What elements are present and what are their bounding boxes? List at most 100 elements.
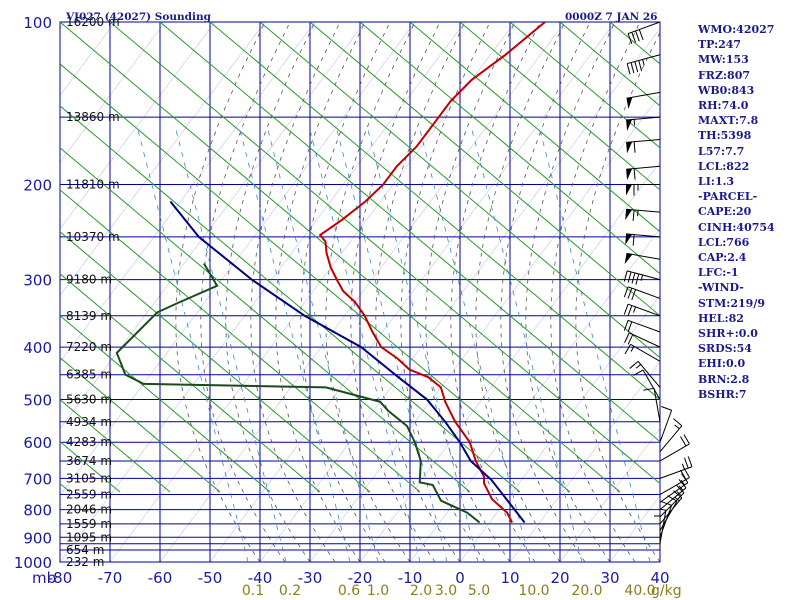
mixing-ratio-line	[137, 129, 249, 562]
wind-barb	[643, 387, 661, 422]
dry-adiabat	[60, 147, 471, 493]
wind-barb-staff	[653, 388, 661, 422]
wind-barb-pennant	[626, 119, 633, 132]
vertical-grid	[59, 22, 661, 562]
wind-barb-staff	[659, 443, 690, 462]
moist-adiabat	[400, 22, 491, 562]
wind-barb-feather	[643, 387, 655, 391]
sounding-index: SHR+:0.0	[698, 327, 758, 341]
wind-barb-feather	[631, 32, 637, 43]
temperature-tick-label: -70	[98, 569, 123, 587]
wind-barb-feather	[675, 484, 685, 494]
wind-barb-half-feather	[642, 59, 645, 66]
wind-barb-staff	[627, 319, 661, 333]
height-label: 654 m	[66, 543, 104, 557]
moist-adiabat	[525, 22, 616, 562]
height-label: 4283 m	[66, 435, 112, 449]
moist-adiabat	[175, 22, 266, 562]
height-label: 4934 m	[66, 415, 112, 429]
mixing-ratio-tick-label: 40.0	[624, 583, 655, 599]
isotherm	[559, 428, 660, 562]
sounding-index: RH:74.0	[698, 99, 749, 113]
dry-adiabat	[60, 273, 321, 493]
wind-barb-staff	[659, 510, 667, 544]
wind-barb-half-feather	[633, 119, 636, 126]
wind-barb	[624, 252, 661, 265]
wind-barb	[629, 360, 661, 388]
wind-barb-feather	[633, 168, 636, 180]
wind-barb	[624, 343, 661, 362]
dry-adiabat	[60, 315, 271, 493]
mixing-ratio-tick-label: 0.6	[338, 583, 360, 599]
mixing-ratio-lines	[137, 129, 651, 562]
wind-barb-feather	[673, 490, 683, 499]
mixing-ratio-line	[419, 129, 531, 562]
wind-barb-feather	[680, 436, 687, 447]
wind-barb	[624, 332, 661, 348]
wind-barb-staff	[637, 361, 661, 388]
moist-adiabats	[175, 22, 660, 562]
wind-barb-feather	[627, 33, 633, 45]
height-label: 6385 m	[66, 368, 112, 382]
isotherm	[109, 22, 516, 562]
wind-barb-half-feather	[678, 485, 684, 491]
wind-barb-feather	[624, 332, 630, 343]
temperature-tick-label: 40	[650, 569, 669, 587]
wind-barb-pennant	[626, 97, 633, 110]
wind-barb-staff	[630, 343, 661, 362]
wind-barb-staff	[659, 425, 683, 453]
wind-barb-feather	[626, 63, 631, 75]
wind-barb-pennant	[626, 141, 633, 154]
sounding-index: MAXT:7.8	[698, 114, 759, 128]
wind-barb-feather	[638, 29, 644, 41]
moist-adiabat	[300, 22, 391, 562]
isotherm	[60, 22, 366, 430]
sounding-index: LCL:766	[698, 235, 750, 249]
wind-barb-feather	[635, 30, 640, 42]
wind-barb-half-feather	[680, 479, 685, 486]
isotherm	[159, 22, 566, 562]
wind-barb-pennant	[626, 168, 633, 181]
wind-barb-feather	[627, 287, 633, 299]
moist-adiabat	[375, 22, 466, 562]
mixing-ratio-line	[175, 129, 287, 562]
moist-adiabat	[550, 22, 641, 562]
sounding-index: FRZ:807	[698, 68, 751, 82]
wind-barb	[626, 184, 660, 196]
sounding-index: BSHR:7	[698, 387, 747, 401]
wind-barb-feather	[632, 234, 635, 246]
wind-barb-feather	[687, 456, 693, 467]
sounding-index: BRN:2.8	[698, 372, 750, 386]
wind-barb-feather	[633, 369, 644, 376]
temperature-tick-label: -30	[298, 569, 323, 587]
height-label: 1559 m	[66, 517, 112, 531]
wind-barb-feather	[681, 473, 689, 484]
wind-barb	[659, 508, 667, 544]
temperature-tick-label: -60	[148, 569, 173, 587]
wind-barb	[626, 91, 661, 110]
sounding-index: EHI:0.0	[698, 357, 746, 371]
sounding-index: CAP:2.4	[698, 251, 747, 265]
height-label: 2559 m	[66, 488, 112, 502]
sounding-index: SRDS:54	[698, 342, 752, 356]
wind-barb-half-feather	[674, 496, 680, 502]
sounding-indices: WMO:42027 TP:247 MW:153 FRZ:807 WB0:843 RH:74…	[698, 22, 775, 402]
wind-barb-feather	[632, 209, 635, 221]
moist-adiabat	[450, 22, 541, 562]
dry-adiabat	[60, 357, 221, 493]
temperature-tick-label: 30	[600, 569, 619, 587]
wind-barb	[626, 165, 661, 181]
wind-barb-pennant	[625, 209, 633, 221]
temperature-labels: -80 -70 -60 -50 -40 -30 -20 -10 0 10 20 30 40	[48, 569, 670, 587]
wind-barb-staff	[626, 165, 661, 170]
mixing-ratio-tick-label: 1.0	[367, 583, 389, 599]
mixing-ratio-line	[367, 129, 479, 562]
wind-barb-feather	[623, 270, 628, 282]
sounding-index: CINH:40754	[698, 220, 775, 234]
wind-barb-staff	[627, 303, 661, 317]
isotherm	[509, 361, 660, 562]
height-label: 8139 m	[66, 309, 112, 323]
wind-barb-staff	[659, 500, 678, 531]
wind-barb-feather	[683, 467, 690, 478]
